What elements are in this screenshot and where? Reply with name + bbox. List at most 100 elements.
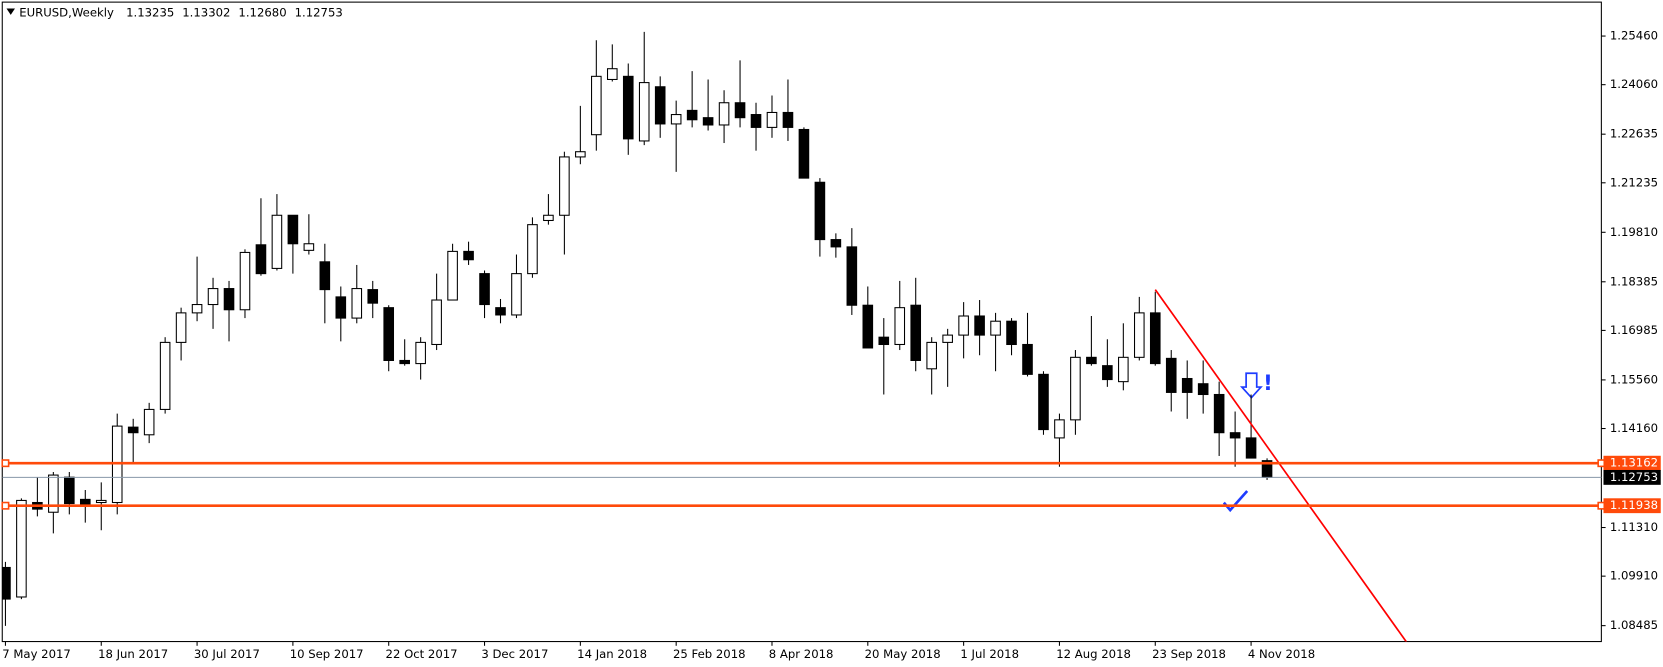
y-tick-label: 1.09910 [1610,569,1658,583]
candle-body [798,128,810,179]
level-label-bg [1603,455,1661,471]
candle-body [638,82,650,142]
symbol-title: EURUSD,Weekly [19,5,114,19]
candle-body [862,304,874,349]
x-tick-label: 30 Jul 2017 [194,647,260,661]
candle-body [846,246,858,306]
x-tick-label: 18 Jun 2017 [98,647,168,661]
candle-body [447,250,458,301]
candle-body [782,111,794,128]
candle-body [1133,312,1145,358]
candle-body [239,251,251,311]
y-tick-label: 1.16985 [1610,323,1658,337]
candle-body [463,250,474,261]
down-arrow-icon [1239,372,1263,399]
candle-body [1022,343,1033,375]
y-tick-label: 1.18385 [1610,274,1658,288]
candle-body [479,273,490,306]
x-tick-label: 23 Sep 2018 [1152,647,1226,661]
candle-body [271,214,283,269]
candle-body [670,114,682,125]
candle-body [990,320,1001,336]
candle-body [894,307,906,346]
candle-body [207,288,219,306]
candle-body [335,296,347,319]
level-label: 1.13162 [1610,456,1658,470]
level-anchor [1,501,10,510]
header-open: 1.13235 [126,5,174,19]
candle-body [495,307,506,316]
candle-body [1102,365,1113,381]
x-tick-label: 8 Apr 2018 [769,647,834,661]
candle-body [814,181,826,241]
candle-body [1181,377,1193,393]
x-tick-label: 7 May 2017 [2,647,71,661]
candle-body [319,261,331,291]
candle-body [383,307,395,361]
x-tick-label: 4 Nov 2018 [1248,647,1315,661]
header: EURUSD,Weekly 1.13235 1.13302 1.12680 1.… [19,5,343,19]
candle-body [2,566,11,600]
candle-body [143,408,155,436]
candle-body [591,75,602,136]
candle-body [606,68,618,81]
candle-body [367,289,379,304]
candle-body [175,312,187,343]
menu-triangle [6,8,15,15]
candle-body [79,498,91,506]
candle-body [1038,373,1049,431]
candle-body [1118,356,1129,383]
candle-body [830,239,842,248]
candle-body [622,75,634,140]
annotation-text: ! [1263,370,1273,395]
last-price-label-bg [1603,469,1661,485]
header-high: 1.13302 [182,5,230,19]
x-tick-label: 22 Oct 2017 [386,647,458,661]
candle-body [575,151,586,158]
candle-body [287,214,299,245]
candle-body [686,109,698,121]
y-tick-label: 1.21235 [1610,175,1658,189]
last-price-label: 1.12753 [1610,470,1658,484]
candle-body [351,288,363,319]
x-tick-label: 3 Dec 2017 [481,647,548,661]
candle-body [1245,437,1257,459]
trend-line [1154,289,1408,642]
candle-body [127,426,139,434]
candle-body [415,341,426,365]
x-tick-label: 1 Jul 2018 [960,647,1019,661]
x-tick-label: 25 Feb 2018 [673,647,746,661]
y-tick-label: 1.11310 [1610,520,1658,534]
header-close: 1.12753 [295,5,343,19]
y-tick-label: 1.14160 [1610,421,1658,435]
candle-body [1006,320,1017,346]
candle-body [1197,383,1209,396]
candle-body [191,304,203,314]
candle-body [223,288,235,311]
candle-body [734,102,746,119]
candle-body [1086,356,1097,365]
level-label: 1.11938 [1610,498,1658,512]
candle-body [399,359,410,365]
level-label-bg [1603,498,1661,514]
y-tick-label: 1.22635 [1610,127,1658,141]
x-tick-label: 20 May 2018 [865,647,941,661]
x-tick-label: 10 Sep 2017 [290,647,364,661]
candle-body [1229,432,1241,439]
y-tick-label: 1.19810 [1610,225,1658,239]
candle-body [64,476,75,505]
candle-body [878,336,890,346]
candle-body [431,299,442,346]
candle-body [702,117,714,126]
plot-frame [1,1,1602,643]
candle-body [926,341,937,370]
candle-body [910,304,922,361]
candle-body [654,86,666,125]
candle-body [48,474,59,513]
x-tick-label: 12 Aug 2018 [1056,647,1131,661]
y-tick-label: 1.15560 [1610,372,1658,386]
y-tick-label: 1.25460 [1610,29,1658,43]
candle-body [303,243,315,251]
